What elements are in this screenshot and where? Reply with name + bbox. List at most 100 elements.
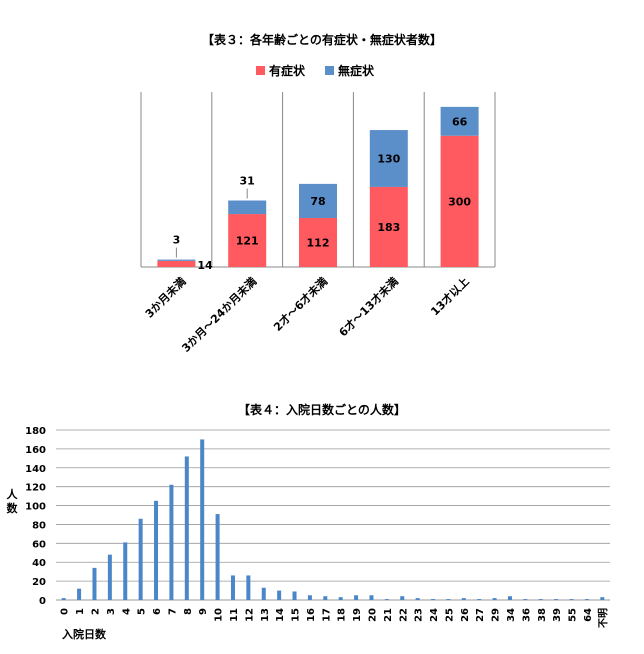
stacked-age-chart: 【表３：各年齢ごとの有症状・無症状者数】 有症状 無症状 14 3 3か月未満 121… xyxy=(140,32,496,355)
bar xyxy=(92,567,97,600)
data-label: 66 xyxy=(452,115,468,128)
data-label: 130 xyxy=(377,153,400,166)
chart1-title: 【表３：各年齢ごとの有症状・無症状者数】 xyxy=(202,32,442,47)
x-tick-label: 21 xyxy=(383,608,394,622)
x-tick-label: 9 xyxy=(198,608,209,615)
x-tick-label: 2才～6才未満 xyxy=(271,274,331,334)
x-tick-label: 10 xyxy=(214,608,225,622)
y-tick-label: 40 xyxy=(32,558,46,569)
x-tick-label: 11 xyxy=(229,608,240,622)
data-label: 112 xyxy=(307,237,330,250)
x-tick-label: 27 xyxy=(475,608,486,622)
bar xyxy=(184,456,189,600)
y-axis-label-char-2: 数 xyxy=(7,501,19,515)
x-tick-label: 17 xyxy=(321,608,332,622)
x-tick-label: 22 xyxy=(398,608,409,622)
bar xyxy=(200,439,205,600)
x-tick-label: 5 xyxy=(137,608,148,615)
chart1-plot-area: 14 3 3か月未満 121 31 3か月～24か月未満 112 78 2才～6才未満 183 13… xyxy=(140,92,496,355)
x-tick-label: 26 xyxy=(460,608,471,622)
stacked-bar-segment xyxy=(440,135,479,267)
bar xyxy=(415,598,420,600)
bar xyxy=(446,599,451,600)
y-tick-label: 80 xyxy=(32,520,46,531)
bar xyxy=(246,575,251,600)
stacked-bar-segment xyxy=(299,218,337,267)
stacked-bar-segment xyxy=(157,260,196,267)
x-tick-label: 15 xyxy=(291,608,302,622)
y-tick-label: 160 xyxy=(25,445,46,456)
bar xyxy=(461,598,466,600)
bar xyxy=(154,500,159,600)
data-label: 3 xyxy=(173,234,181,247)
stacked-bar-segment xyxy=(228,214,267,267)
x-tick-label: 39 xyxy=(552,608,563,622)
stacked-bar-segment xyxy=(369,186,408,267)
hospital-days-chart: 【表４：入院日数ごとの人数】 0 20 40 60 80 100 120 140 160 180 0… xyxy=(7,402,610,641)
x-tick-label: 0 xyxy=(60,608,71,615)
bar xyxy=(138,518,143,600)
y-tick-label: 140 xyxy=(25,464,46,475)
y-tick-label: 180 xyxy=(25,426,46,437)
x-tick-label: 4 xyxy=(121,608,132,615)
bar xyxy=(61,598,66,600)
bar xyxy=(507,596,512,600)
chart1-legend: 有症状 無症状 xyxy=(256,63,375,78)
bar xyxy=(261,587,266,600)
x-tick-label: 7 xyxy=(167,608,178,615)
bar xyxy=(477,599,482,600)
bar xyxy=(400,596,405,600)
bar xyxy=(600,597,605,600)
x-tick-label: 1 xyxy=(75,608,86,615)
y-tick-label: 120 xyxy=(25,483,46,494)
legend-label-symptomatic: 有症状 xyxy=(269,63,306,78)
legend-label-asymptomatic: 無症状 xyxy=(338,63,375,78)
bar xyxy=(277,590,282,600)
x-tick-label: 16 xyxy=(306,608,317,622)
y-tick-label: 60 xyxy=(32,539,46,550)
bar xyxy=(569,599,574,600)
bar xyxy=(169,484,174,600)
x-tick-label: 2 xyxy=(90,608,101,615)
data-label: 300 xyxy=(448,195,471,208)
stacked-bar-segment xyxy=(299,183,337,218)
stacked-bar-segment xyxy=(228,200,267,215)
bar xyxy=(584,599,589,600)
x-tick-label: 55 xyxy=(568,608,579,622)
bar xyxy=(230,575,235,600)
x-tick-label: 3か月未満 xyxy=(142,274,188,320)
x-tick-label: 24 xyxy=(429,608,440,622)
x-tick-label: 25 xyxy=(444,608,455,622)
x-tick-label: 13才以上 xyxy=(428,274,472,318)
data-label: 121 xyxy=(236,235,259,248)
chart2-title: 【表４：入院日数ごとの人数】 xyxy=(238,402,406,417)
x-tick-label: 36 xyxy=(521,608,532,622)
x-tick-label: 38 xyxy=(537,608,548,622)
chart2-y-axis-label: 人 数 xyxy=(7,487,19,515)
bar xyxy=(323,596,328,600)
x-tick-label: 8 xyxy=(183,608,194,615)
y-tick-label: 0 xyxy=(39,596,46,607)
bar xyxy=(354,595,359,600)
legend-swatch-asymptomatic xyxy=(325,66,334,75)
x-tick-label: 34 xyxy=(506,608,517,622)
data-label: 14 xyxy=(197,259,213,272)
y-tick-label: 100 xyxy=(25,502,46,513)
x-tick-label: 20 xyxy=(367,608,378,622)
data-label: 31 xyxy=(240,175,255,188)
bar xyxy=(523,599,528,600)
x-tick-label: 18 xyxy=(337,608,348,622)
bar xyxy=(554,599,559,600)
x-tick-label: 不明 xyxy=(597,608,609,628)
x-tick-label: 3か月～24か月未満 xyxy=(179,274,260,355)
bar xyxy=(307,595,312,600)
bar xyxy=(292,591,297,600)
bar xyxy=(123,542,128,600)
x-tick-label: 14 xyxy=(275,608,286,622)
legend-swatch-symptomatic xyxy=(256,66,265,75)
x-tick-label: 3 xyxy=(106,608,117,615)
x-tick-label: 6 xyxy=(152,608,163,615)
bar xyxy=(107,554,112,600)
